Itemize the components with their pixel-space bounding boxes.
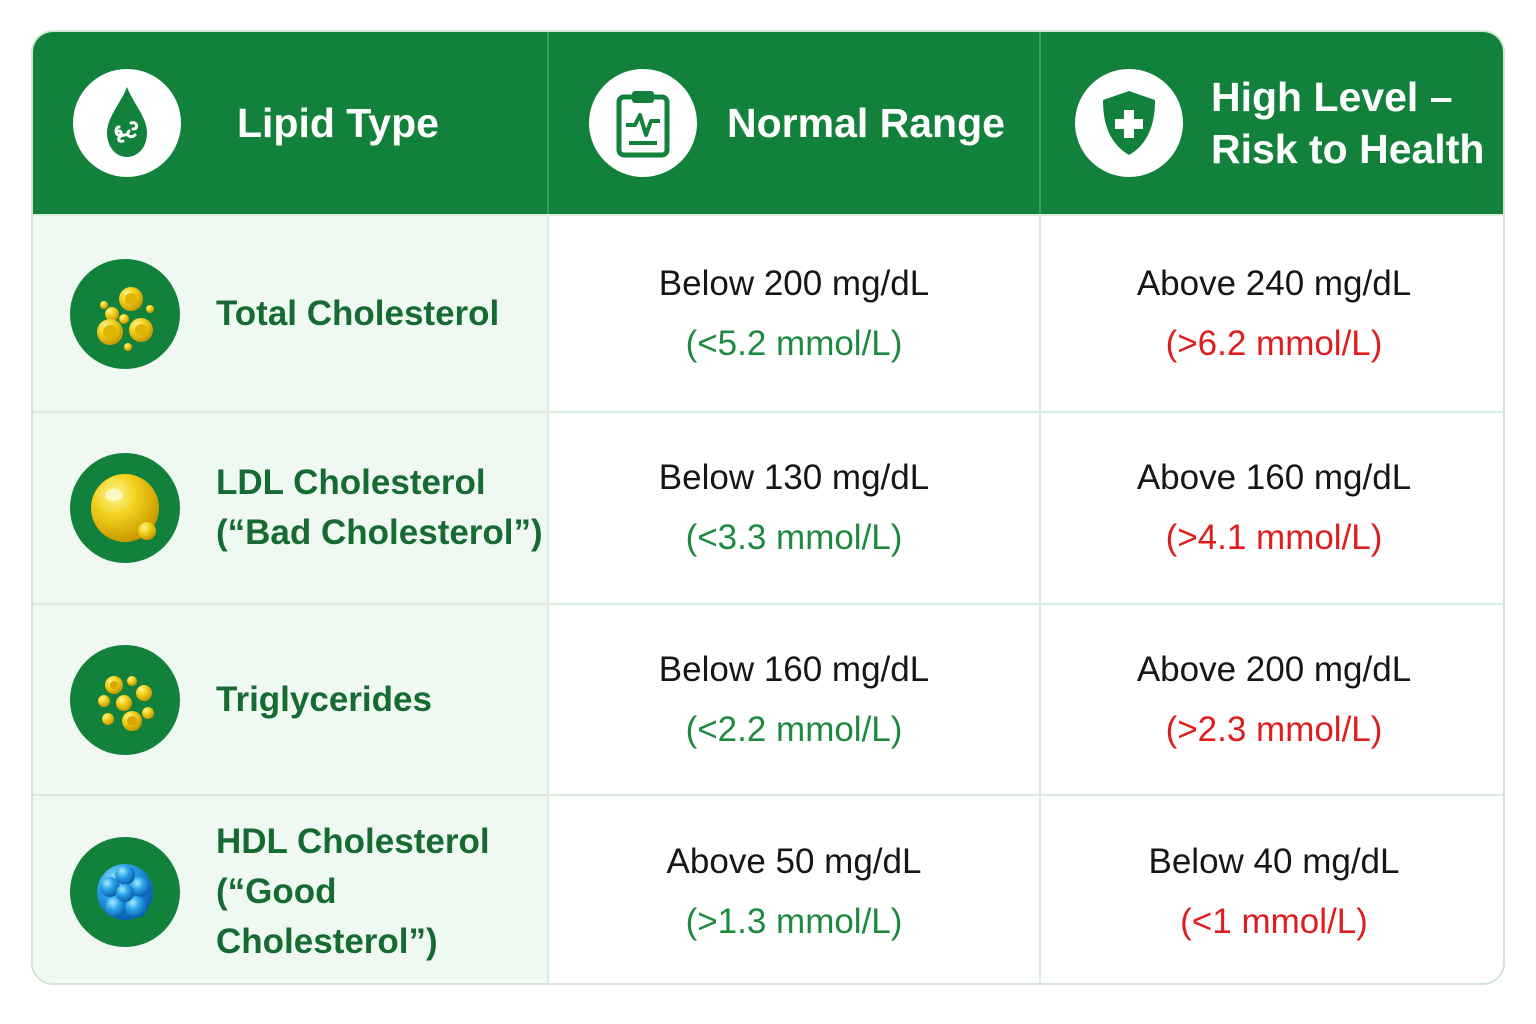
high-mmol: (<1 mmol/L): [1180, 901, 1368, 941]
normal-mmol: (<3.3 mmol/L): [685, 518, 903, 557]
normal-mmol: (<2.2 mmol/L): [685, 709, 903, 749]
normal-range-cell: Below 130 mg/dL (<3.3 mmol/L): [547, 413, 1039, 603]
high-level-cell: Above 240 mg/dL (>6.2 mmol/L): [1039, 216, 1503, 411]
yellow-droplets-icon: [70, 258, 180, 369]
yellow-droplets-cluster-icon: [70, 644, 180, 755]
normal-range-cell: Below 200 mg/dL (<5.2 mmol/L): [547, 216, 1039, 411]
lipid-name-line2: (“Bad Cholesterol”): [216, 513, 543, 552]
shield-plus-icon: [1075, 69, 1183, 177]
high-mmol: (>4.1 mmol/L): [1165, 518, 1383, 557]
normal-mmol: (>1.3 mmol/L): [685, 901, 903, 941]
yellow-sphere-icon: [70, 453, 180, 563]
header-lipid-type-label: Lipid Type: [237, 100, 439, 146]
high-level-cell: Above 200 mg/dL (>2.3 mmol/L): [1039, 605, 1503, 794]
table-row: Total Cholesterol Below 200 mg/dL (<5.2 …: [33, 214, 1503, 411]
high-mmol: (>2.3 mmol/L): [1165, 709, 1383, 749]
normal-value: Below 160 mg/dL: [658, 649, 930, 689]
normal-mmol: (<5.2 mmol/L): [685, 323, 903, 363]
header-normal-range-label: Normal Range: [727, 100, 1005, 146]
high-value: Above 240 mg/dL: [1136, 263, 1412, 303]
lipid-name-line1: LDL Cholesterol: [216, 463, 486, 502]
lipid-cell: Triglycerides: [33, 605, 547, 794]
lipid-name-line2: (“Good Cholesterol”): [216, 871, 438, 961]
lipid-name: Triglycerides: [216, 675, 432, 725]
normal-value: Below 130 mg/dL: [658, 458, 930, 497]
normal-value: Above 50 mg/dL: [666, 841, 922, 881]
normal-range-cell: Below 160 mg/dL (<2.2 mmol/L): [547, 605, 1039, 794]
normal-range-cell: Above 50 mg/dL (>1.3 mmol/L): [547, 796, 1039, 983]
normal-value: Below 200 mg/dL: [658, 263, 930, 303]
table-row: Triglycerides Below 160 mg/dL (<2.2 mmol…: [33, 603, 1503, 794]
table-row: HDL Cholesterol (“Good Cholesterol”) Abo…: [33, 794, 1503, 983]
lipid-table: Lipid Type Normal Range: [31, 30, 1505, 985]
lipid-cell: LDL Cholesterol (“Bad Cholesterol”): [33, 413, 547, 603]
clipboard-heartbeat-icon: [589, 69, 697, 177]
high-level-cell: Below 40 mg/dL (<1 mmol/L): [1039, 796, 1503, 983]
header-high-level-line1: High Level –: [1211, 74, 1453, 120]
header-normal-range: Normal Range: [547, 32, 1039, 214]
header-high-level-label: High Level – Risk to Health: [1211, 71, 1484, 175]
blue-sphere-cluster-icon: [70, 836, 180, 947]
high-level-cell: Above 160 mg/dL (>4.1 mmol/L): [1039, 413, 1503, 603]
lipid-cell: Total Cholesterol: [33, 216, 547, 411]
lipid-name-line1: Triglycerides: [216, 679, 432, 719]
lipid-name: HDL Cholesterol (“Good Cholesterol”): [216, 817, 547, 967]
lipid-cell: HDL Cholesterol (“Good Cholesterol”): [33, 796, 547, 983]
table-header: Lipid Type Normal Range: [33, 32, 1503, 214]
header-high-level: High Level – Risk to Health: [1039, 32, 1503, 214]
high-value: Above 160 mg/dL: [1136, 458, 1412, 497]
high-value: Below 40 mg/dL: [1148, 841, 1400, 881]
lipid-name: LDL Cholesterol (“Bad Cholesterol”): [216, 458, 543, 558]
high-value: Above 200 mg/dL: [1136, 649, 1412, 689]
oil-drop-icon: [73, 69, 181, 177]
high-mmol: (>6.2 mmol/L): [1165, 323, 1383, 363]
header-lipid-type: Lipid Type: [33, 32, 547, 214]
lipid-name-line1: HDL Cholesterol: [216, 821, 490, 861]
lipid-name-line1: Total Cholesterol: [216, 293, 500, 333]
header-high-level-line2: Risk to Health: [1211, 126, 1485, 172]
lipid-name: Total Cholesterol: [216, 289, 499, 339]
table-row: LDL Cholesterol (“Bad Cholesterol”) Belo…: [33, 411, 1503, 603]
